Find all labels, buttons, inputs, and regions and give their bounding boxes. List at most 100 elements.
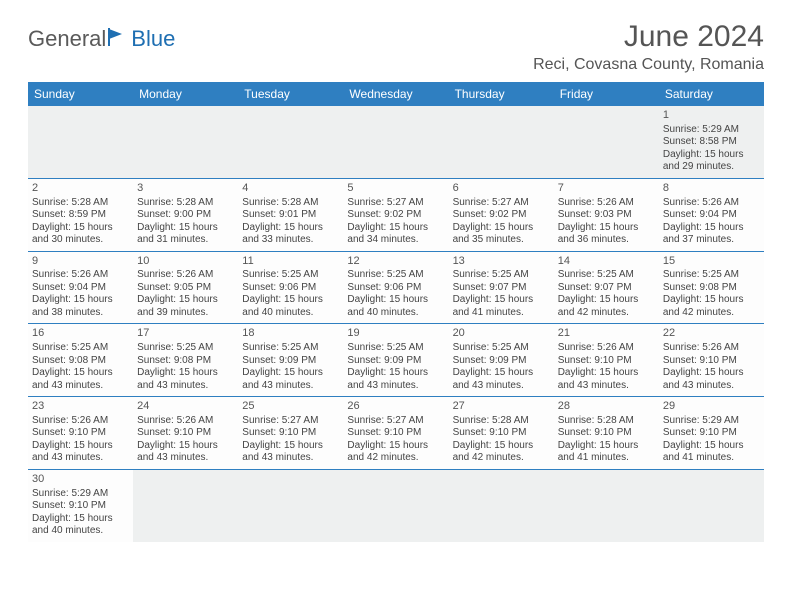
sunrise-line: Sunrise: 5:27 AM [347, 415, 444, 428]
logo-text-blue: Blue [131, 26, 175, 52]
daylight-line: Daylight: 15 hours and 42 minutes. [663, 294, 760, 319]
day-number: 26 [347, 400, 444, 414]
sunrise-line: Sunrise: 5:28 AM [453, 415, 550, 428]
sunset-line: Sunset: 9:08 PM [663, 282, 760, 295]
day-cell: 24Sunrise: 5:26 AMSunset: 9:10 PMDayligh… [133, 397, 238, 470]
title-block: June 2024 Reci, Covasna County, Romania [533, 20, 764, 74]
day-cell: 30Sunrise: 5:29 AMSunset: 9:10 PMDayligh… [28, 469, 133, 541]
day-cell: 16Sunrise: 5:25 AMSunset: 9:08 PMDayligh… [28, 324, 133, 397]
sunrise-line: Sunrise: 5:26 AM [32, 269, 129, 282]
day-number: 25 [242, 400, 339, 414]
sunset-line: Sunset: 9:10 PM [137, 427, 234, 440]
day-number: 2 [32, 182, 129, 196]
daylight-line: Daylight: 15 hours and 41 minutes. [558, 440, 655, 465]
day-number: 4 [242, 182, 339, 196]
empty-cell [343, 106, 448, 178]
sunset-line: Sunset: 9:10 PM [32, 427, 129, 440]
sunset-line: Sunset: 9:10 PM [347, 427, 444, 440]
week-row: 9Sunrise: 5:26 AMSunset: 9:04 PMDaylight… [28, 251, 764, 324]
sunrise-line: Sunrise: 5:26 AM [137, 415, 234, 428]
sunrise-line: Sunrise: 5:29 AM [663, 415, 760, 428]
month-title: June 2024 [533, 20, 764, 54]
day-cell: 10Sunrise: 5:26 AMSunset: 9:05 PMDayligh… [133, 251, 238, 324]
day-number: 12 [347, 255, 444, 269]
day-number: 28 [558, 400, 655, 414]
daylight-line: Daylight: 15 hours and 31 minutes. [137, 222, 234, 247]
day-number: 23 [32, 400, 129, 414]
sunrise-line: Sunrise: 5:28 AM [32, 197, 129, 210]
sunrise-line: Sunrise: 5:26 AM [32, 415, 129, 428]
daylight-line: Daylight: 15 hours and 38 minutes. [32, 294, 129, 319]
daylight-line: Daylight: 15 hours and 43 minutes. [663, 367, 760, 392]
sunset-line: Sunset: 9:06 PM [347, 282, 444, 295]
sunset-line: Sunset: 9:10 PM [242, 427, 339, 440]
location: Reci, Covasna County, Romania [533, 56, 764, 74]
sunset-line: Sunset: 9:04 PM [32, 282, 129, 295]
daylight-line: Daylight: 15 hours and 36 minutes. [558, 222, 655, 247]
day-number: 11 [242, 255, 339, 269]
daylight-line: Daylight: 15 hours and 40 minutes. [242, 294, 339, 319]
day-number: 6 [453, 182, 550, 196]
empty-cell [659, 469, 764, 541]
day-cell: 12Sunrise: 5:25 AMSunset: 9:06 PMDayligh… [343, 251, 448, 324]
sunrise-line: Sunrise: 5:25 AM [453, 342, 550, 355]
sunrise-line: Sunrise: 5:26 AM [663, 342, 760, 355]
day-cell: 20Sunrise: 5:25 AMSunset: 9:09 PMDayligh… [449, 324, 554, 397]
empty-cell [238, 106, 343, 178]
day-number: 5 [347, 182, 444, 196]
day-number: 13 [453, 255, 550, 269]
sunset-line: Sunset: 9:05 PM [137, 282, 234, 295]
sunset-line: Sunset: 9:10 PM [663, 355, 760, 368]
sunset-line: Sunset: 9:10 PM [558, 427, 655, 440]
sunrise-line: Sunrise: 5:25 AM [453, 269, 550, 282]
empty-cell [554, 106, 659, 178]
day-cell: 4Sunrise: 5:28 AMSunset: 9:01 PMDaylight… [238, 178, 343, 251]
week-row: 2Sunrise: 5:28 AMSunset: 8:59 PMDaylight… [28, 178, 764, 251]
sunset-line: Sunset: 8:59 PM [32, 209, 129, 222]
daylight-line: Daylight: 15 hours and 43 minutes. [137, 440, 234, 465]
day-number: 19 [347, 327, 444, 341]
sunrise-line: Sunrise: 5:25 AM [558, 269, 655, 282]
day-header: Sunday [28, 82, 133, 106]
sunset-line: Sunset: 9:03 PM [558, 209, 655, 222]
sunset-line: Sunset: 9:02 PM [453, 209, 550, 222]
daylight-line: Daylight: 15 hours and 43 minutes. [137, 367, 234, 392]
sunset-line: Sunset: 9:10 PM [663, 427, 760, 440]
week-row: 23Sunrise: 5:26 AMSunset: 9:10 PMDayligh… [28, 397, 764, 470]
daylight-line: Daylight: 15 hours and 42 minutes. [347, 440, 444, 465]
empty-cell [449, 469, 554, 541]
day-header: Thursday [449, 82, 554, 106]
header: General Blue June 2024 Reci, Covasna Cou… [28, 20, 764, 74]
sunrise-line: Sunrise: 5:26 AM [137, 269, 234, 282]
daylight-line: Daylight: 15 hours and 33 minutes. [242, 222, 339, 247]
day-number: 14 [558, 255, 655, 269]
day-cell: 22Sunrise: 5:26 AMSunset: 9:10 PMDayligh… [659, 324, 764, 397]
daylight-line: Daylight: 15 hours and 29 minutes. [663, 149, 760, 174]
daylight-line: Daylight: 15 hours and 40 minutes. [32, 513, 129, 538]
sunrise-line: Sunrise: 5:28 AM [558, 415, 655, 428]
sunset-line: Sunset: 9:10 PM [32, 500, 129, 513]
daylight-line: Daylight: 15 hours and 42 minutes. [558, 294, 655, 319]
day-number: 17 [137, 327, 234, 341]
sunrise-line: Sunrise: 5:26 AM [558, 342, 655, 355]
day-number: 15 [663, 255, 760, 269]
day-cell: 13Sunrise: 5:25 AMSunset: 9:07 PMDayligh… [449, 251, 554, 324]
sunrise-line: Sunrise: 5:27 AM [453, 197, 550, 210]
day-cell: 17Sunrise: 5:25 AMSunset: 9:08 PMDayligh… [133, 324, 238, 397]
sunset-line: Sunset: 9:09 PM [242, 355, 339, 368]
sunrise-line: Sunrise: 5:25 AM [32, 342, 129, 355]
day-number: 7 [558, 182, 655, 196]
sunrise-line: Sunrise: 5:25 AM [242, 342, 339, 355]
sunset-line: Sunset: 9:07 PM [453, 282, 550, 295]
day-cell: 9Sunrise: 5:26 AMSunset: 9:04 PMDaylight… [28, 251, 133, 324]
sunrise-line: Sunrise: 5:28 AM [242, 197, 339, 210]
sunrise-line: Sunrise: 5:29 AM [663, 124, 760, 137]
daylight-line: Daylight: 15 hours and 43 minutes. [558, 367, 655, 392]
day-header: Friday [554, 82, 659, 106]
logo-text-general: General [28, 26, 106, 52]
sunset-line: Sunset: 9:02 PM [347, 209, 444, 222]
sunset-line: Sunset: 9:09 PM [347, 355, 444, 368]
day-header: Tuesday [238, 82, 343, 106]
day-number: 30 [32, 473, 129, 487]
day-cell: 8Sunrise: 5:26 AMSunset: 9:04 PMDaylight… [659, 178, 764, 251]
